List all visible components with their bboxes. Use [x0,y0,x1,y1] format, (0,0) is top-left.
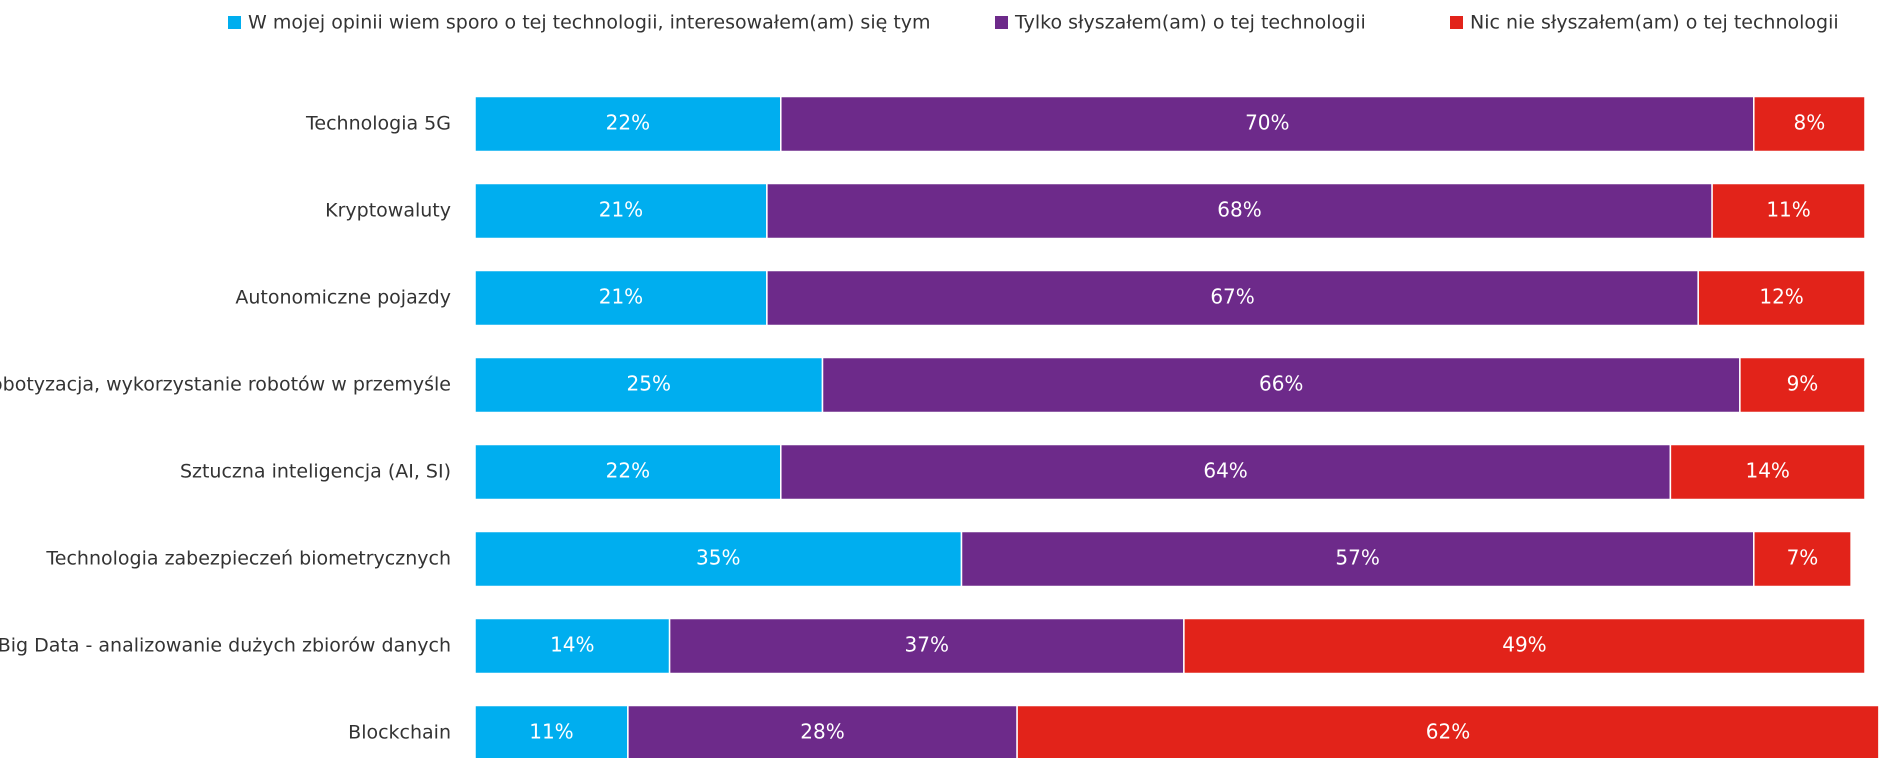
legend-label: Tylko słyszałem(am) o tej technologii [1014,12,1366,34]
bar-segment [474,182,768,240]
category-label: Kryptowaluty [325,200,451,222]
value-label: 28% [800,720,844,744]
legend-label: Nic nie słyszałem(am) o tej technologii [1470,12,1839,34]
bar-segment [1739,356,1866,414]
bar-segment [1753,530,1852,588]
bar-segment [474,269,768,327]
value-label: 21% [599,285,643,309]
category-label: Blockchain [348,722,451,744]
legend-label: W mojej opinii wiem sporo o tej technolo… [248,12,931,34]
bar-segment [1711,182,1866,240]
legend-swatch [228,16,241,29]
value-label: 12% [1759,285,1803,309]
value-label: 11% [529,720,573,744]
category-label: Autonomiczne pojazdy [235,287,451,309]
bar-segment [474,617,671,675]
value-label: 64% [1203,459,1247,483]
bar-segment [1183,617,1866,675]
value-label: 49% [1502,633,1546,657]
bar-segment [1753,95,1866,153]
bar-segment [474,356,824,414]
legend-swatch [1450,16,1463,29]
value-label: 70% [1245,111,1289,135]
bar-segment [474,704,629,758]
value-label: 37% [905,633,949,657]
value-label: 11% [1766,198,1810,222]
bar-segment [668,617,1185,675]
value-label: 21% [599,198,643,222]
value-label: 9% [1787,372,1819,396]
bar-segment [1016,704,1880,758]
value-label: 7% [1787,546,1819,570]
category-label: Technologia zabezpieczeń biometrycznych [45,548,451,570]
category-label: Robotyzacja, wykorzystanie robotów w prz… [0,374,451,396]
bar-segment [474,530,963,588]
bar-segment [1697,269,1866,327]
bar-segment [960,530,1755,588]
legend-swatch [995,16,1008,29]
value-label: 25% [627,372,671,396]
bar-segment [627,704,1018,758]
bar-segment [766,269,1699,327]
bar-segment [1669,443,1866,501]
value-label: 57% [1335,546,1379,570]
value-label: 22% [606,459,650,483]
bar-segment [780,95,1755,153]
bar-segment [474,443,782,501]
bar-segment [780,443,1672,501]
category-label: Big Data - analizowanie dużych zbiorów d… [0,635,451,657]
category-label: Technologia 5G [305,113,451,135]
bar-segment [766,182,1713,240]
value-label: 14% [1745,459,1789,483]
value-label: 35% [696,546,740,570]
bar-segment [474,95,782,153]
value-label: 66% [1259,372,1303,396]
value-label: 68% [1217,198,1261,222]
value-label: 67% [1210,285,1254,309]
category-label: Sztuczna inteligencja (AI, SI) [180,461,451,483]
value-label: 62% [1426,720,1470,744]
value-label: 14% [550,633,594,657]
value-label: 22% [606,111,650,135]
value-label: 8% [1794,111,1826,135]
